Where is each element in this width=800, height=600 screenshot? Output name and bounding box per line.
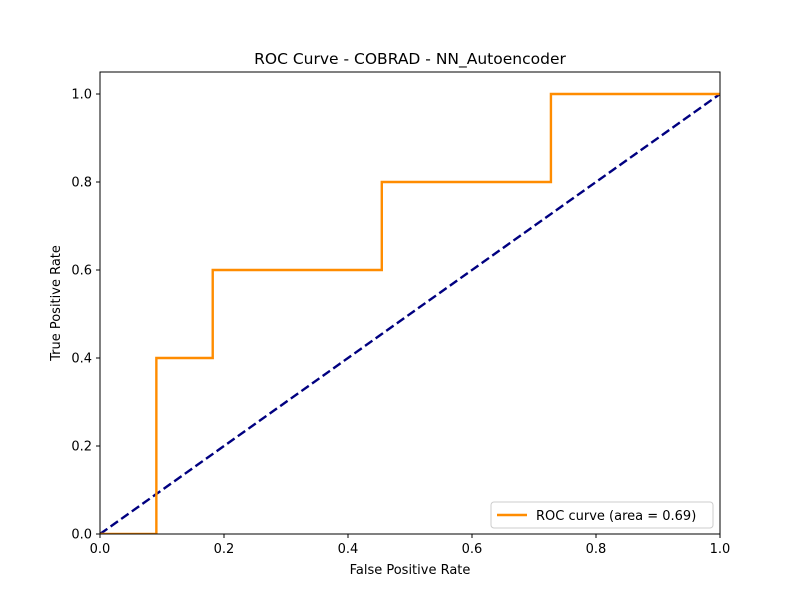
y-tick-label: 0.2 (71, 440, 92, 455)
x-tick-label: 0.6 (462, 542, 483, 557)
x-axis-label: False Positive Rate (350, 563, 471, 578)
series-group (100, 94, 720, 534)
x-tick-label: 1.0 (710, 542, 731, 557)
legend-label: ROC curve (area = 0.69) (536, 509, 696, 524)
chance-diagonal-line (100, 94, 720, 534)
y-tick-label: 0.0 (71, 528, 92, 543)
x-tick-label: 0.8 (586, 542, 607, 557)
y-tick-label: 0.6 (71, 264, 92, 279)
x-tick-label: 0.2 (214, 542, 235, 557)
plot-frame (100, 72, 720, 534)
x-axis-ticks: 0.0 0.2 0.4 0.6 0.8 1.0 (90, 534, 731, 557)
y-axis-ticks: 0.0 0.2 0.4 0.6 0.8 1.0 (71, 88, 100, 543)
legend: ROC curve (area = 0.69) (491, 502, 713, 528)
x-tick-label: 0.4 (338, 542, 359, 557)
y-tick-label: 0.8 (71, 176, 92, 191)
x-tick-label: 0.0 (90, 542, 111, 557)
chart-title: ROC Curve - COBRAD - NN_Autoencoder (254, 50, 566, 69)
y-tick-label: 1.0 (71, 88, 92, 103)
plot-area (100, 72, 720, 534)
y-tick-label: 0.4 (71, 352, 92, 367)
y-axis-label: True Positive Rate (49, 245, 64, 362)
